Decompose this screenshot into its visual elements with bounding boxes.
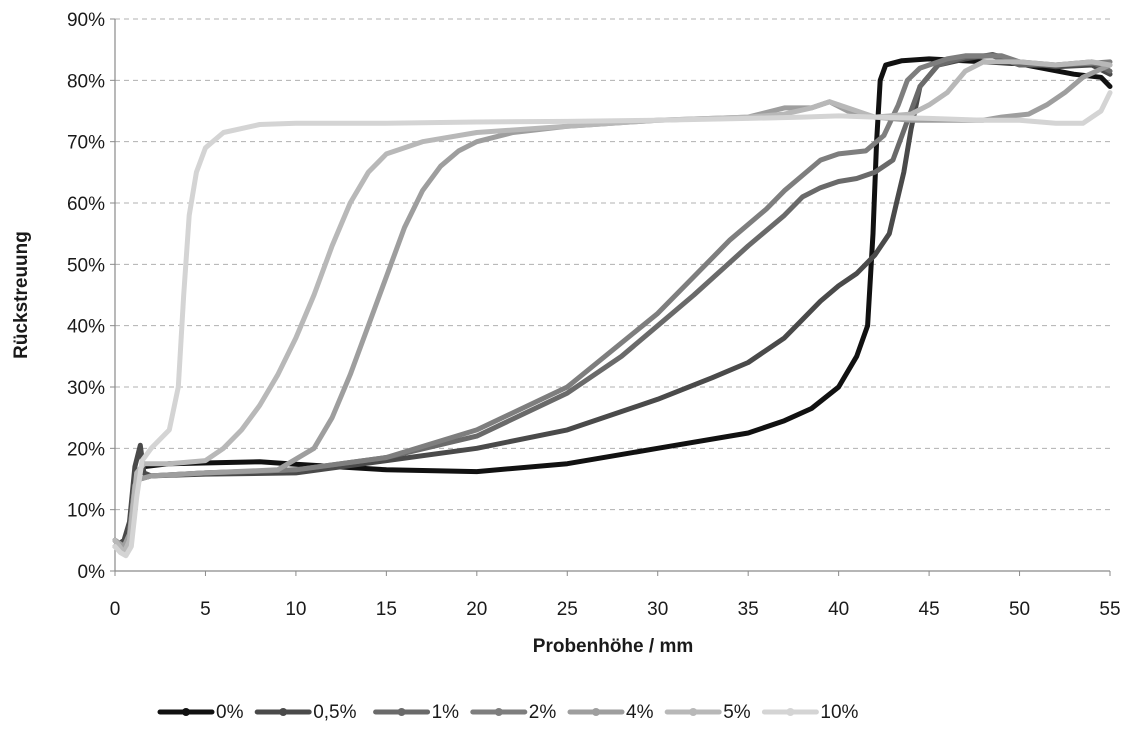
x-tick-label: 35 [738,599,759,620]
legend-label: 2% [529,702,557,723]
x-tick-label: 20 [466,599,487,620]
series-line-3 [112,53,1113,549]
legend-label: 4% [626,702,654,723]
x-tick-label: 5 [200,599,211,620]
x-tick-label: 40 [828,599,849,620]
y-tick-label: 20% [67,439,105,460]
y-tick-label: 40% [67,317,105,338]
legend-label: 5% [723,702,751,723]
y-tick-label: 0% [78,562,106,583]
legend: 0% 0,5% 1% 2% 4% 5% 10% [157,702,859,723]
series-line-5 [112,59,1113,556]
y-tick-label: 30% [67,378,105,399]
y-tick-label: 10% [67,501,105,522]
legend-swatch-marker [279,708,288,716]
series-line-6 [112,90,1113,559]
x-tick-label: 30 [647,599,668,620]
y-tick-label: 70% [67,133,105,154]
series-line-0 [112,56,1113,556]
x-axis-title: Probenhöhe / mm [533,636,693,657]
x-tick-label: 10 [285,599,306,620]
legend-swatch-marker [786,708,795,716]
y-tick-label: 50% [67,255,105,276]
legend-label: 1% [432,702,460,723]
x-tick-label: 25 [557,599,578,620]
series-layer [112,52,1113,559]
x-tick-label: 50 [1009,599,1030,620]
x-tick-label: 55 [1099,599,1120,620]
y-tick-label: 80% [67,71,105,92]
axis-layer [110,18,1111,576]
y-tick-label: 90% [67,10,105,31]
legend-swatch-marker [592,708,600,716]
x-tick-label: 0 [110,599,121,620]
legend-swatch-marker [397,708,406,716]
legend-swatch-marker [689,708,698,716]
y-tick-label: 60% [67,194,105,215]
legend-label: 0% [216,702,244,723]
x-tick-label: 45 [919,599,940,620]
label-layer: 0% 10% 20% 30% 40% 50% 60% 70% 80% 90% 0 5 10 15 20 25 3… [67,10,1121,620]
x-tick-label: 15 [376,599,397,620]
legend-label: 0,5% [313,702,356,723]
legend-swatch-marker [494,708,503,716]
legend-label: 10% [820,702,858,723]
legend-swatch-marker [182,708,190,716]
y-axis-title: Rückstreuung [11,231,32,359]
grid-layer [115,18,1110,511]
